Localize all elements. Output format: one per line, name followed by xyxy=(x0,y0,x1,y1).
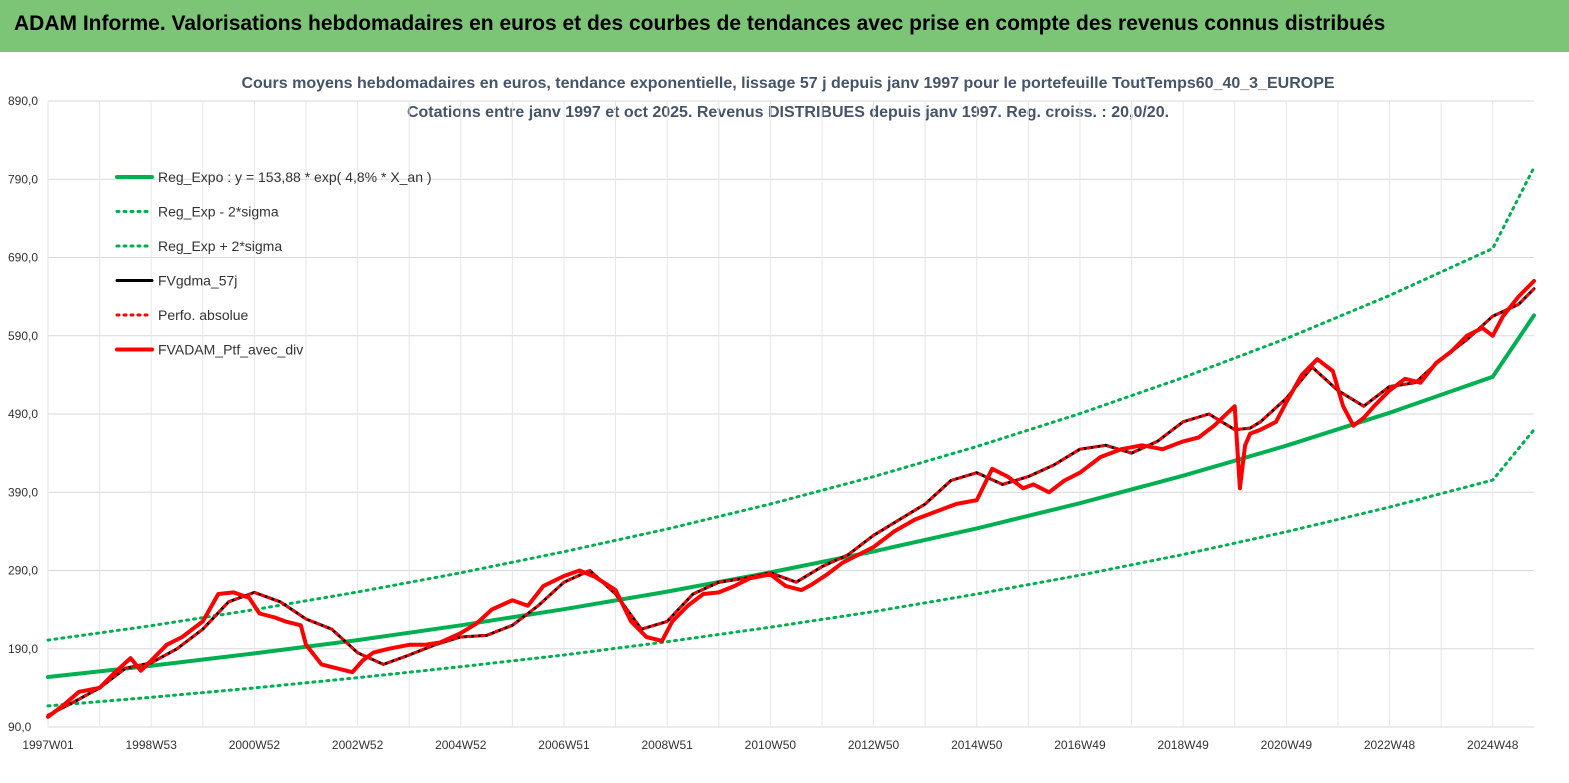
y-tick-label: 890,0 xyxy=(8,94,38,108)
x-tick-label: 2024W48 xyxy=(1467,738,1519,752)
series-line-5 xyxy=(46,279,1536,719)
legend-label: FVgdma_57j xyxy=(158,273,237,289)
legend-label: Reg_Exp - 2*sigma xyxy=(158,204,279,220)
x-tick-label: 2016W49 xyxy=(1054,738,1106,752)
x-tick-label: 2018W49 xyxy=(1157,738,1209,752)
legend: Reg_Expo : y = 153,88 * exp( 4,8% * X_an… xyxy=(115,169,432,358)
legend-label: Reg_Expo : y = 153,88 * exp( 4,8% * X_an… xyxy=(158,169,432,185)
x-tick-label: 2012W50 xyxy=(848,738,900,752)
y-tick-label: 590,0 xyxy=(8,329,38,343)
x-tick-label: 1997W01 xyxy=(22,738,74,752)
chart-subtitle: Cotations entre janv 1997 et oct 2025. R… xyxy=(407,104,1169,121)
x-tick-label: 2004W52 xyxy=(435,738,487,752)
grid xyxy=(47,100,1534,728)
y-tick-label: 490,0 xyxy=(8,407,38,421)
report-banner: ADAM Informe. Valorisations hebdomadaire… xyxy=(0,0,1569,53)
y-tick-label: 90,0 xyxy=(8,720,32,734)
series-line-1 xyxy=(46,428,1536,708)
series-group xyxy=(46,166,1536,719)
x-tick-label: 2020W49 xyxy=(1261,738,1313,752)
y-tick-label: 290,0 xyxy=(8,564,38,578)
x-tick-label: 2010W50 xyxy=(745,738,797,752)
y-tick-label: 690,0 xyxy=(8,251,38,265)
chart: Cours moyens hebdomadaires en euros, ten… xyxy=(0,52,1569,783)
y-tick-label: 190,0 xyxy=(8,642,38,656)
chart-title: Cours moyens hebdomadaires en euros, ten… xyxy=(241,75,1334,92)
legend-label: Perfo. absolue xyxy=(158,307,248,323)
x-tick-label: 2014W50 xyxy=(951,738,1003,752)
chart-background xyxy=(0,52,1569,783)
series-line-2 xyxy=(46,166,1536,642)
x-tick-label: 2000W52 xyxy=(229,738,281,752)
x-tick-label: 2022W48 xyxy=(1364,738,1416,752)
x-tick-label: 2006W51 xyxy=(538,738,590,752)
x-tick-label: 1998W53 xyxy=(126,738,178,752)
axes: 890,0 790,0 690,0 590,0 490,0 390,0 290,0 190,0… xyxy=(8,94,1519,752)
y-tick-label: 390,0 xyxy=(8,485,38,499)
x-tick-label: 2002W52 xyxy=(332,738,384,752)
legend-label: Reg_Exp + 2*sigma xyxy=(158,238,282,254)
y-tick-label: 790,0 xyxy=(8,172,38,186)
report-title: ADAM Informe. Valorisations hebdomadaire… xyxy=(14,12,1386,35)
x-tick-label: 2008W51 xyxy=(641,738,693,752)
legend-label: FVADAM_Ptf_avec_div xyxy=(158,342,303,358)
